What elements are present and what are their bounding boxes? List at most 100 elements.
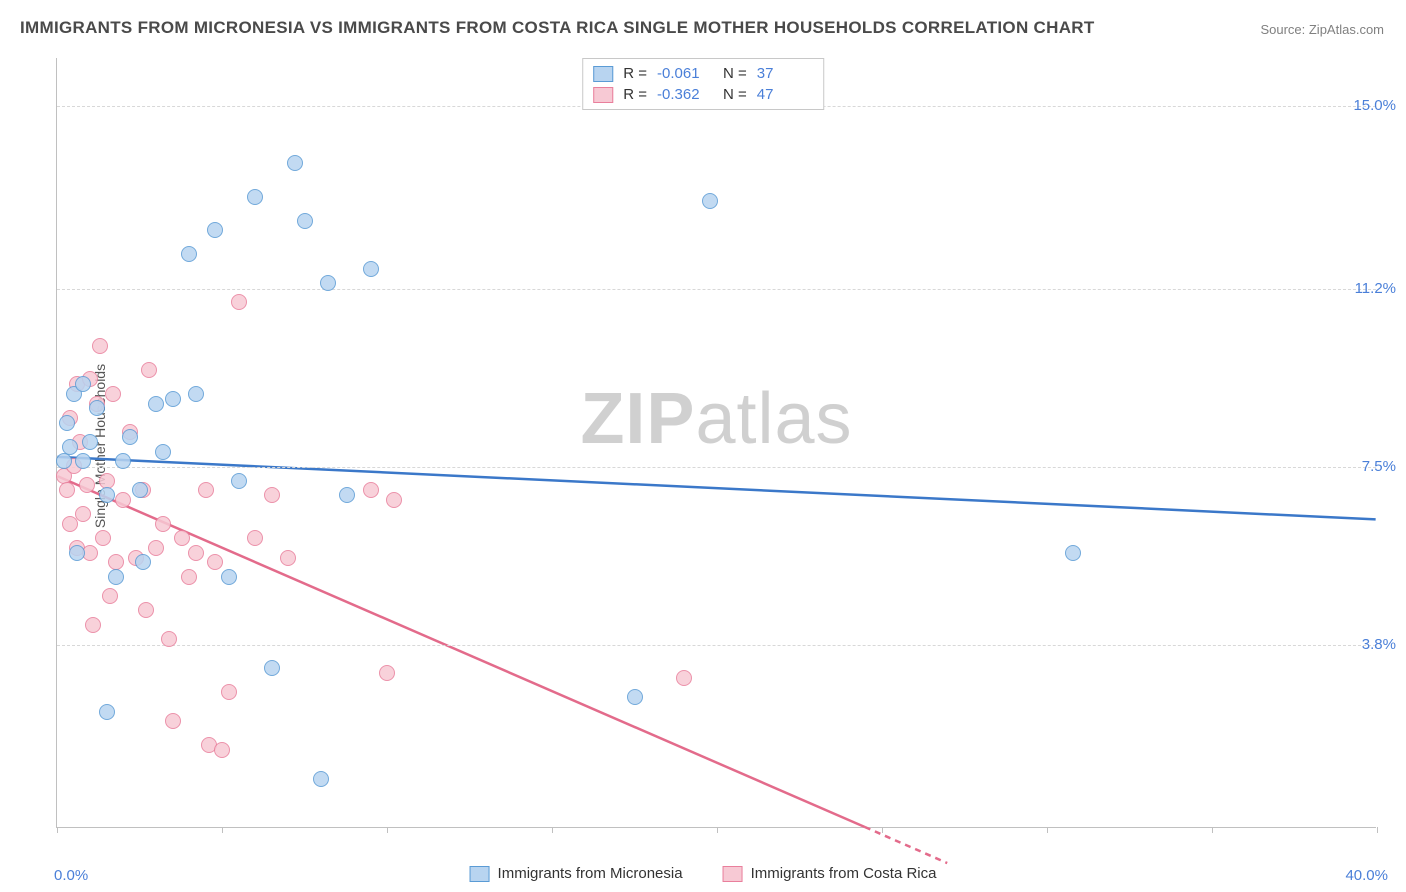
scatter-point-series1 bbox=[297, 213, 313, 229]
gridline bbox=[57, 645, 1376, 646]
scatter-point-series2 bbox=[264, 487, 280, 503]
y-tick-label: 11.2% bbox=[1336, 280, 1396, 297]
scatter-point-series1 bbox=[75, 453, 91, 469]
scatter-point-series2 bbox=[105, 386, 121, 402]
legend-item: Immigrants from Micronesia bbox=[470, 865, 683, 882]
correlation-legend: R = -0.061 N = 37 R = -0.362 N = 47 bbox=[582, 58, 824, 110]
x-tick bbox=[717, 827, 718, 833]
scatter-point-series2 bbox=[174, 530, 190, 546]
scatter-point-series2 bbox=[676, 670, 692, 686]
n-label: N = bbox=[723, 65, 747, 82]
x-tick bbox=[1047, 827, 1048, 833]
scatter-point-series1 bbox=[627, 689, 643, 705]
scatter-point-series1 bbox=[339, 487, 355, 503]
scatter-point-series1 bbox=[62, 439, 78, 455]
gridline bbox=[57, 467, 1376, 468]
y-tick-label: 3.8% bbox=[1336, 636, 1396, 653]
x-tick bbox=[387, 827, 388, 833]
legend-row: R = -0.061 N = 37 bbox=[593, 63, 813, 84]
legend-item: Immigrants from Costa Rica bbox=[723, 865, 937, 882]
trendlines-layer bbox=[57, 58, 1376, 827]
r-value: -0.362 bbox=[657, 86, 713, 103]
scatter-point-series1 bbox=[122, 429, 138, 445]
scatter-point-series1 bbox=[115, 453, 131, 469]
x-tick bbox=[222, 827, 223, 833]
scatter-point-series2 bbox=[92, 338, 108, 354]
scatter-point-series2 bbox=[181, 569, 197, 585]
x-tick bbox=[1377, 827, 1378, 833]
scatter-point-series1 bbox=[59, 415, 75, 431]
scatter-point-series1 bbox=[221, 569, 237, 585]
scatter-point-series2 bbox=[386, 492, 402, 508]
chart-title: IMMIGRANTS FROM MICRONESIA VS IMMIGRANTS… bbox=[20, 18, 1095, 38]
r-label: R = bbox=[623, 65, 647, 82]
watermark-light: atlas bbox=[695, 379, 852, 459]
scatter-point-series1 bbox=[1065, 545, 1081, 561]
scatter-point-series2 bbox=[280, 550, 296, 566]
scatter-point-series1 bbox=[363, 261, 379, 277]
legend-swatch bbox=[593, 87, 613, 103]
scatter-point-series2 bbox=[155, 516, 171, 532]
legend-swatch bbox=[593, 66, 613, 82]
scatter-point-series2 bbox=[188, 545, 204, 561]
scatter-point-series1 bbox=[181, 246, 197, 262]
scatter-point-series2 bbox=[59, 482, 75, 498]
scatter-point-series1 bbox=[231, 473, 247, 489]
scatter-point-series2 bbox=[161, 631, 177, 647]
scatter-point-series2 bbox=[214, 742, 230, 758]
watermark: ZIPatlas bbox=[580, 378, 852, 460]
x-tick bbox=[1212, 827, 1213, 833]
scatter-point-series2 bbox=[363, 482, 379, 498]
scatter-point-series1 bbox=[135, 554, 151, 570]
scatter-point-series2 bbox=[247, 530, 263, 546]
x-axis-min-label: 0.0% bbox=[54, 867, 88, 884]
scatter-point-series2 bbox=[221, 684, 237, 700]
source-attribution: Source: ZipAtlas.com bbox=[1260, 22, 1384, 37]
scatter-point-series1 bbox=[132, 482, 148, 498]
scatter-point-series1 bbox=[313, 771, 329, 787]
scatter-point-series1 bbox=[165, 391, 181, 407]
chart-plot-area: ZIPatlas bbox=[56, 58, 1376, 828]
legend-label: Immigrants from Costa Rica bbox=[751, 865, 937, 882]
scatter-point-series2 bbox=[231, 294, 247, 310]
series-legend: Immigrants from Micronesia Immigrants fro… bbox=[470, 865, 937, 882]
scatter-point-series2 bbox=[148, 540, 164, 556]
y-tick-label: 15.0% bbox=[1336, 97, 1396, 114]
x-tick bbox=[552, 827, 553, 833]
n-label: N = bbox=[723, 86, 747, 103]
x-tick bbox=[57, 827, 58, 833]
r-label: R = bbox=[623, 86, 647, 103]
gridline bbox=[57, 289, 1376, 290]
scatter-point-series2 bbox=[85, 617, 101, 633]
scatter-point-series2 bbox=[95, 530, 111, 546]
legend-label: Immigrants from Micronesia bbox=[498, 865, 683, 882]
scatter-point-series1 bbox=[264, 660, 280, 676]
scatter-point-series1 bbox=[82, 434, 98, 450]
scatter-point-series2 bbox=[379, 665, 395, 681]
scatter-point-series1 bbox=[207, 222, 223, 238]
scatter-point-series2 bbox=[141, 362, 157, 378]
scatter-point-series2 bbox=[138, 602, 154, 618]
scatter-point-series1 bbox=[188, 386, 204, 402]
scatter-point-series1 bbox=[56, 453, 72, 469]
scatter-point-series1 bbox=[75, 376, 91, 392]
trendline bbox=[865, 827, 947, 863]
legend-swatch bbox=[723, 866, 743, 882]
scatter-point-series2 bbox=[115, 492, 131, 508]
scatter-point-series2 bbox=[198, 482, 214, 498]
y-tick-label: 7.5% bbox=[1336, 458, 1396, 475]
r-value: -0.061 bbox=[657, 65, 713, 82]
n-value: 37 bbox=[757, 65, 813, 82]
n-value: 47 bbox=[757, 86, 813, 103]
scatter-point-series1 bbox=[99, 487, 115, 503]
trendline bbox=[57, 476, 864, 827]
scatter-point-series1 bbox=[99, 704, 115, 720]
scatter-point-series2 bbox=[79, 477, 95, 493]
scatter-point-series1 bbox=[287, 155, 303, 171]
scatter-point-series2 bbox=[102, 588, 118, 604]
x-axis-max-label: 40.0% bbox=[1345, 867, 1388, 884]
scatter-point-series1 bbox=[148, 396, 164, 412]
watermark-bold: ZIP bbox=[580, 379, 695, 459]
scatter-point-series1 bbox=[155, 444, 171, 460]
scatter-point-series1 bbox=[108, 569, 124, 585]
